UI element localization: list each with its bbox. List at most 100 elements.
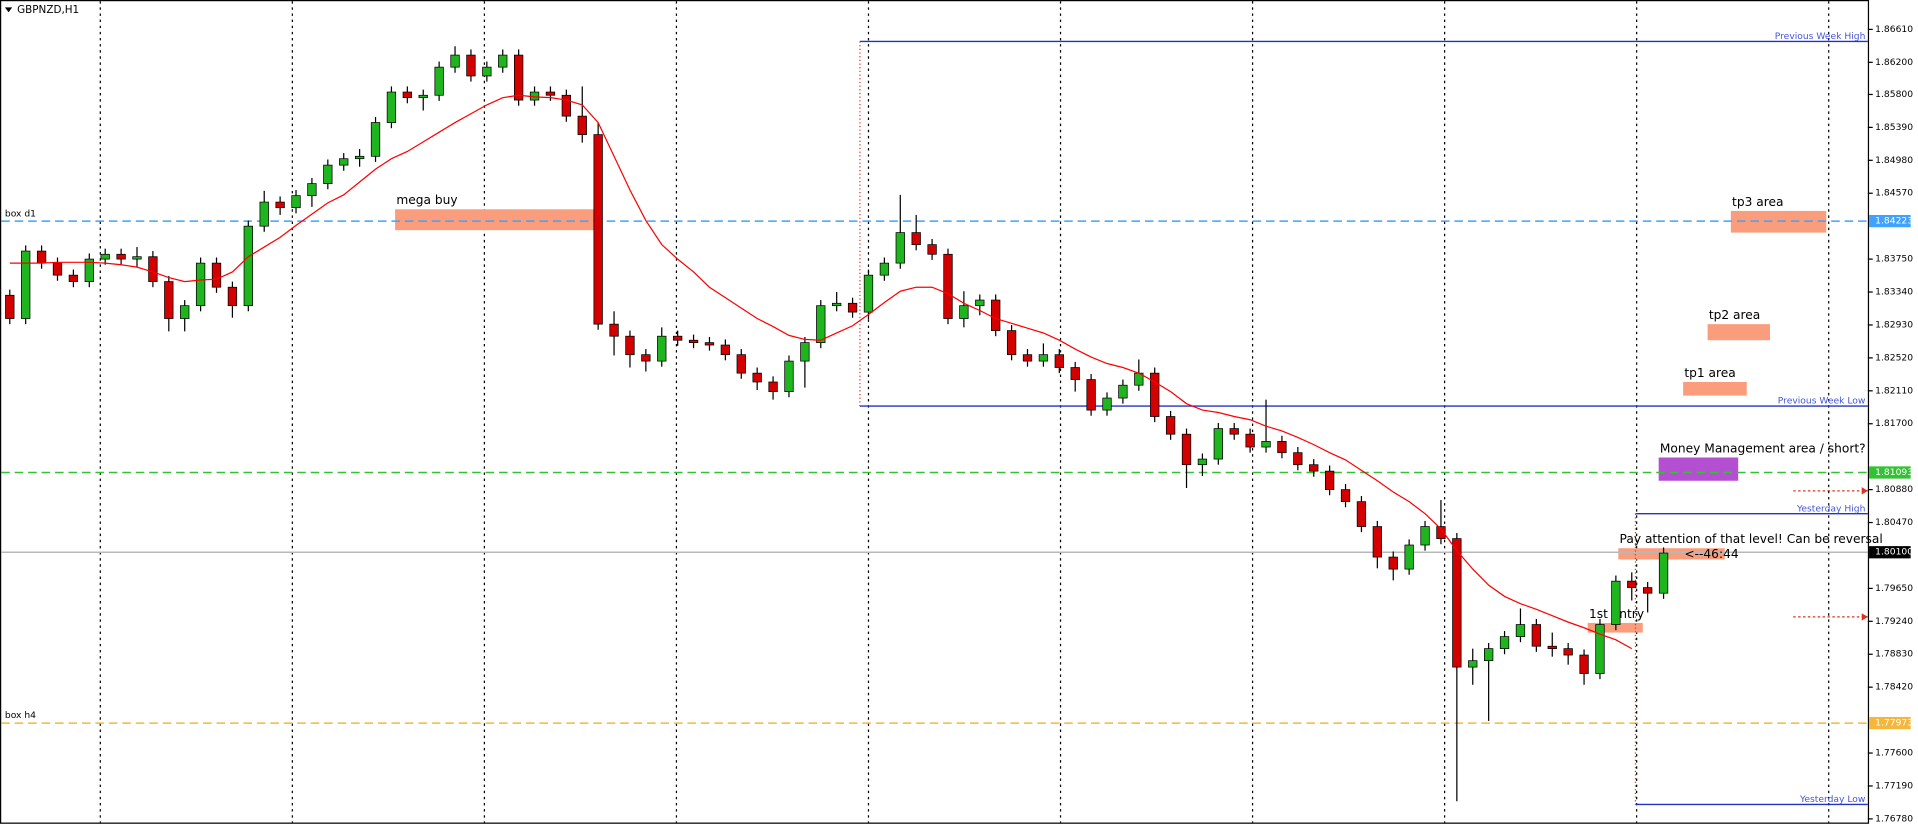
candle-body: [1643, 587, 1653, 594]
candle-body: [561, 94, 571, 117]
candle-body: [720, 344, 731, 356]
candle-body: [1420, 526, 1430, 546]
candle-body: [752, 372, 762, 383]
candle-body: [1340, 489, 1351, 503]
candle-body: [927, 244, 937, 255]
y-tick-label: 1.80470: [1875, 517, 1913, 528]
candle-body: [1229, 428, 1239, 435]
candle-body: [688, 339, 699, 343]
candle-body: [991, 299, 1001, 331]
candle-body: [1484, 648, 1494, 662]
candle-body: [800, 342, 810, 362]
candle-body: [1150, 372, 1160, 417]
candle-body: [513, 54, 524, 101]
candle-body: [1356, 501, 1367, 527]
candle-body: [1531, 624, 1542, 647]
candle-body: [1261, 441, 1271, 448]
y-tick-label: 1.83340: [1875, 287, 1913, 298]
plot-frame: [0, 0, 1870, 824]
candle-body: [1309, 464, 1319, 472]
candle-body: [450, 54, 460, 68]
candle-body: [1563, 648, 1573, 656]
y-tick-label: 1.86610: [1875, 24, 1913, 35]
candle-body: [1658, 552, 1669, 594]
candle-body: [52, 262, 63, 276]
candle-body: [1022, 354, 1033, 362]
zone: [1618, 548, 1725, 560]
candle-body: [1404, 544, 1414, 570]
candle-body: [1436, 526, 1446, 539]
candle-body: [879, 262, 890, 276]
candle-body: [291, 195, 301, 209]
candle-body: [323, 164, 333, 184]
candle-body: [482, 66, 492, 77]
candle-body: [1611, 580, 1621, 625]
candle-body: [180, 305, 190, 319]
y-tick-label: 1.82110: [1875, 385, 1913, 396]
zone-label: tp1 area: [1684, 366, 1735, 380]
zone: [1658, 457, 1739, 481]
range-label: Previous Week High: [1775, 31, 1866, 42]
candle-body: [641, 354, 651, 362]
zone-label: tp2 area: [1709, 308, 1760, 322]
candle-body: [5, 294, 15, 319]
candle-body: [498, 54, 508, 68]
candle-body: [1627, 580, 1637, 588]
y-tick-label: 1.77600: [1875, 748, 1913, 759]
candle-body: [1515, 624, 1526, 637]
level-label: box d1: [5, 208, 36, 219]
price-badge-label: 1.81093: [1875, 467, 1913, 478]
candle-body: [768, 381, 778, 392]
candle-body: [402, 91, 412, 99]
candle-body: [673, 335, 683, 341]
candle-body: [1181, 433, 1192, 466]
menu-triangle[interactable]: [4, 7, 13, 13]
candle-body: [164, 281, 174, 319]
candle-body: [847, 302, 858, 313]
candle-body: [370, 122, 381, 157]
y-tick-label: 1.85390: [1875, 122, 1913, 133]
candle-body: [1006, 330, 1017, 356]
y-tick-label: 1.85800: [1875, 89, 1913, 100]
candle-body: [545, 91, 556, 96]
candle-body: [1293, 452, 1303, 466]
candle-body: [1213, 428, 1223, 460]
candle-body: [1165, 416, 1176, 435]
candle-body: [1277, 441, 1287, 454]
candle-body: [1070, 367, 1080, 380]
candle-body: [211, 262, 222, 288]
range-label: Yesterday Low: [1799, 794, 1866, 805]
price-badge-label: 1.80100: [1875, 547, 1913, 558]
candle-body: [68, 274, 79, 282]
candle-body: [275, 201, 285, 209]
candle-body: [832, 302, 842, 307]
candle-body: [36, 250, 47, 264]
candle-body: [1468, 660, 1478, 668]
price-badge-label: 1.84223: [1875, 216, 1913, 227]
candle-body: [895, 232, 905, 264]
candle-body: [625, 335, 635, 356]
y-tick-label: 1.80880: [1875, 484, 1913, 495]
zone: [1683, 381, 1747, 396]
y-tick-label: 1.82520: [1875, 352, 1913, 363]
candle-body: [259, 201, 269, 227]
candle-body: [386, 91, 397, 123]
candle-body: [863, 274, 874, 313]
candle-body: [1372, 526, 1382, 558]
y-tick-label: 1.83750: [1875, 254, 1913, 265]
candle-body: [339, 158, 349, 166]
price-badge: [1869, 466, 1911, 479]
range-label: Previous Week Low: [1778, 396, 1866, 407]
y-tick-label: 1.79240: [1875, 616, 1913, 627]
price-badge-label: 1.77973: [1875, 718, 1913, 729]
candle-body: [1499, 636, 1510, 649]
price-badge: [1869, 716, 1911, 730]
candle-body: [657, 335, 667, 362]
candle-body: [911, 232, 921, 246]
candle-body: [975, 299, 985, 307]
zone-label: tp3 area: [1732, 195, 1783, 209]
candle-body: [593, 134, 603, 325]
candle-body: [784, 360, 794, 392]
candle-body: [1388, 556, 1398, 570]
